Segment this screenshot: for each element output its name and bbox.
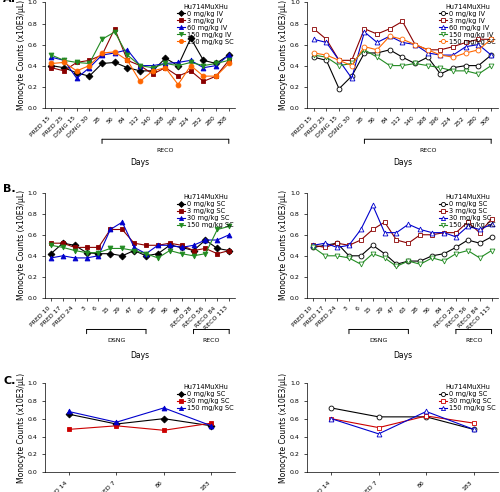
Legend: 0 mg/kg SC, 30 mg/kg SC, 150 mg/kg SC: 0 mg/kg SC, 30 mg/kg SC, 150 mg/kg SC xyxy=(439,384,497,412)
Y-axis label: Monocyte Counts (x10E3/μL): Monocyte Counts (x10E3/μL) xyxy=(280,0,288,110)
Text: RECO: RECO xyxy=(419,148,436,153)
X-axis label: Days: Days xyxy=(393,158,412,167)
Legend: 0 mg/kg SC, 30 mg/kg SC, 150 mg/kg SC: 0 mg/kg SC, 30 mg/kg SC, 150 mg/kg SC xyxy=(176,384,234,412)
X-axis label: Days: Days xyxy=(130,351,150,360)
Text: DSNG: DSNG xyxy=(370,338,388,343)
Text: A.: A. xyxy=(3,0,16,4)
Y-axis label: Monocyte Counts (x10E3/μL): Monocyte Counts (x10E3/μL) xyxy=(17,0,26,110)
Text: RECO: RECO xyxy=(465,338,482,343)
X-axis label: Days: Days xyxy=(393,351,412,360)
Legend: 0 mg/kg SC, 3 mg/kg SC, 30 mg/kg SC, 150 mg/kg SC: 0 mg/kg SC, 3 mg/kg SC, 30 mg/kg SC, 150… xyxy=(176,193,234,229)
Text: RECO: RECO xyxy=(156,148,174,153)
Y-axis label: Monocyte Counts (x10E3/μL): Monocyte Counts (x10E3/μL) xyxy=(17,190,26,300)
Y-axis label: Monocyte Counts (x10E3/μL): Monocyte Counts (x10E3/μL) xyxy=(17,372,26,483)
Text: RECO: RECO xyxy=(202,338,220,343)
X-axis label: Days: Days xyxy=(130,158,150,167)
Text: C.: C. xyxy=(3,376,16,386)
Text: B.: B. xyxy=(3,184,16,194)
Y-axis label: Monocyte Counts (x10E3/μL): Monocyte Counts (x10E3/μL) xyxy=(280,190,288,300)
Legend: 0 mg/kg SC, 3 mg/kg SC, 30 mg/kg SC, 150 mg/kg SC: 0 mg/kg SC, 3 mg/kg SC, 30 mg/kg SC, 150… xyxy=(439,193,497,229)
Text: DSNG: DSNG xyxy=(107,338,126,343)
Y-axis label: Monocyte Counts (x10E3/μL): Monocyte Counts (x10E3/μL) xyxy=(280,372,288,483)
Legend: 0 mg/kg IV, 3 mg/kg IV, 60 mg/kg IV, 150 mg/kg IV, 150 mg/kg SC: 0 mg/kg IV, 3 mg/kg IV, 60 mg/kg IV, 150… xyxy=(439,3,497,45)
Legend: 0 mg/kg IV, 3 mg/kg IV, 60 mg/kg IV, 150 mg/kg IV, 150 mg/kg SC: 0 mg/kg IV, 3 mg/kg IV, 60 mg/kg IV, 150… xyxy=(176,3,234,45)
